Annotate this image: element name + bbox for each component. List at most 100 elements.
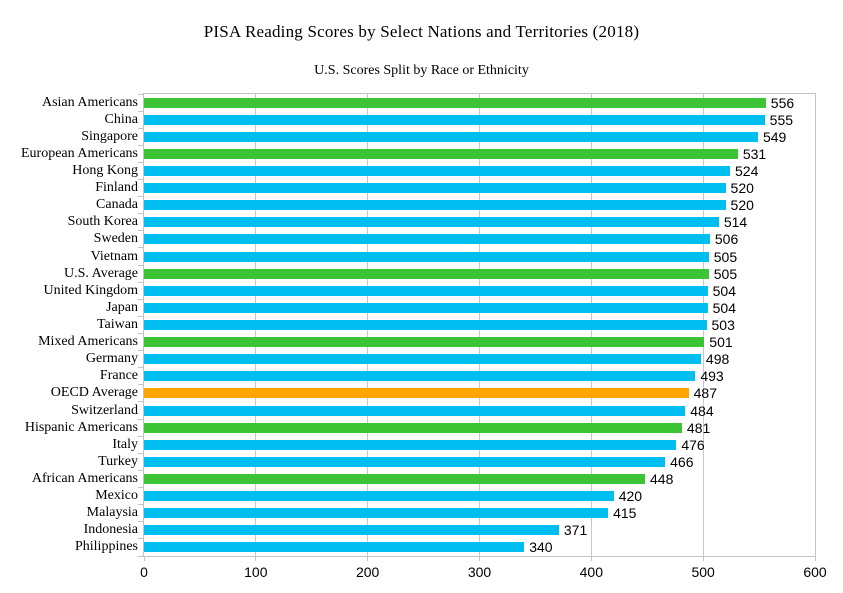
value-label: 555	[769, 111, 794, 128]
bar	[144, 302, 708, 313]
bar-row: OECD Average 487	[51, 385, 815, 402]
bar	[144, 251, 709, 262]
y-axis-tick	[138, 538, 143, 540]
value-label: 481	[686, 419, 711, 436]
category-label: Singapore	[81, 128, 138, 144]
category-label: Italy	[112, 436, 138, 452]
y-axis-tick	[138, 281, 143, 283]
bar-row: U.S. Average 505	[64, 265, 815, 282]
x-axis-tick-label: 500	[691, 564, 715, 580]
value-label: 514	[723, 214, 748, 231]
plot-area: Asian Americans 556 China 555 Singapore 549 Eu…	[21, 93, 827, 579]
bar-row: Switzerland 484	[71, 402, 815, 419]
bar-row: African Americans 448	[32, 470, 815, 487]
category-label: Sweden	[93, 231, 138, 247]
y-axis-tick	[138, 367, 143, 369]
value-label: 340	[529, 539, 553, 556]
y-axis-tick	[138, 298, 143, 300]
category-label: Japan	[106, 299, 138, 315]
bar	[144, 97, 766, 108]
y-axis-tick	[138, 435, 143, 437]
value-label: 484	[690, 402, 714, 419]
value-label: 476	[681, 436, 705, 453]
bar	[144, 285, 708, 296]
bar-row: Mixed Americans 501	[38, 334, 815, 351]
y-axis-tick	[138, 504, 143, 506]
category-label: United Kingdom	[43, 282, 139, 298]
category-label: Malaysia	[86, 505, 138, 521]
y-axis-tick	[138, 247, 143, 249]
bar	[144, 234, 710, 245]
bar-row: China 555	[105, 111, 815, 128]
bar	[144, 439, 677, 450]
category-label: African Americans	[31, 470, 138, 486]
rows: Asian Americans 556 China 555 Singapore 549 Eu…	[21, 94, 815, 556]
bar	[144, 456, 666, 467]
category-label: European Americans	[20, 145, 138, 161]
bar	[144, 165, 730, 176]
y-axis-tick	[138, 350, 143, 352]
y-axis-tick	[138, 161, 143, 163]
bar	[144, 491, 614, 502]
x-axis-tick	[367, 556, 369, 561]
bar-row: Hispanic Americans 481	[25, 419, 815, 436]
value-label: 520	[730, 180, 754, 197]
bar	[144, 200, 726, 211]
bar	[144, 319, 707, 330]
y-axis-tick	[138, 179, 143, 181]
bar	[144, 268, 709, 279]
category-label: South Korea	[67, 214, 138, 230]
x-axis-tick	[814, 556, 816, 561]
value-label: 505	[713, 265, 738, 282]
bar	[144, 183, 726, 194]
y-axis-tick	[138, 333, 143, 335]
bar-row: Asian Americans 556	[42, 94, 815, 111]
value-label: 415	[613, 505, 637, 522]
bar-row: Philippines 340	[75, 539, 815, 556]
x-axis-tick-label: 400	[579, 564, 604, 580]
x-axis-tick-label: 100	[244, 564, 268, 580]
category-label: Taiwan	[96, 316, 138, 332]
value-label: 493	[700, 368, 724, 385]
category-label: U.S. Average	[64, 265, 138, 281]
y-axis-tick	[138, 521, 143, 523]
bar-row: United Kingdom 504	[44, 282, 815, 299]
y-axis-tick	[138, 196, 143, 198]
bar-row: Mexico 420	[95, 488, 815, 505]
category-label: Philippines	[74, 539, 138, 555]
value-label: 466	[670, 453, 694, 470]
y-axis-tick	[138, 144, 143, 146]
bar-row: Germany 498	[86, 351, 815, 368]
category-label: Turkey	[98, 453, 138, 469]
value-label: 448	[650, 470, 674, 487]
bar	[144, 131, 758, 142]
bar	[144, 388, 689, 399]
value-label: 420	[618, 488, 643, 505]
bar	[144, 422, 682, 433]
value-label: 524	[735, 162, 759, 179]
chart-title: PISA Reading Scores by Select Nations an…	[203, 22, 640, 41]
bar-row: Turkey 466	[98, 453, 815, 470]
category-label: Hong Kong	[72, 162, 138, 178]
value-label: 501	[709, 334, 733, 351]
category-label: OECD Average	[50, 385, 138, 401]
bar	[144, 542, 525, 553]
chart-subtitle: U.S. Scores Split by Race or Ethnicity	[314, 63, 529, 78]
y-axis-tick	[138, 487, 143, 489]
category-label: Canada	[96, 197, 138, 213]
category-label: France	[99, 368, 138, 384]
category-label: Mexico	[95, 488, 138, 504]
bar	[144, 337, 705, 348]
y-axis-tick	[138, 452, 143, 454]
x-axis-tick-label: 0	[140, 564, 148, 580]
bar-row: European Americans 531	[21, 145, 815, 162]
y-axis-tick	[138, 127, 143, 129]
value-label: 556	[770, 94, 795, 111]
value-label: 504	[712, 299, 736, 316]
bar	[144, 473, 645, 484]
bar	[144, 148, 738, 159]
y-axis-tick	[138, 110, 143, 112]
x-axis-tick-label: 600	[803, 564, 827, 580]
bar	[144, 525, 559, 536]
bar-row: South Korea 514	[68, 214, 815, 231]
